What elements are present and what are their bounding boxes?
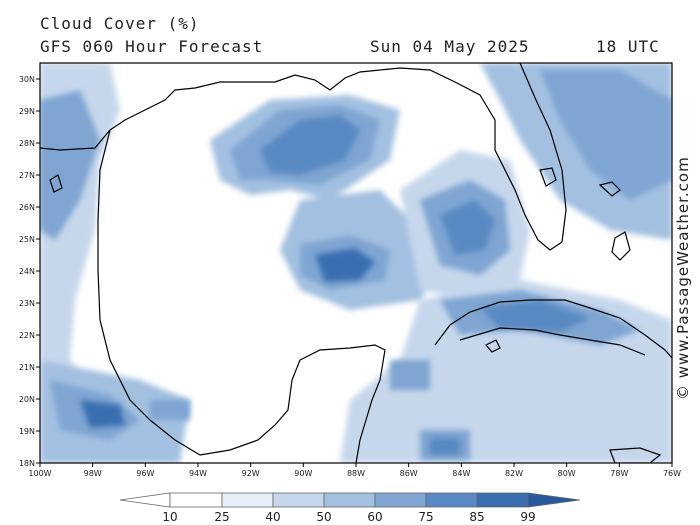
lat-tick-label: 22N	[19, 331, 35, 340]
colorbar-label: 25	[214, 510, 229, 524]
lon-tick-label: 78W	[610, 469, 628, 478]
lon-tick-label: 96W	[136, 469, 154, 478]
longitude-axis: 100W 98W 96W 94W 92W 90W 88W 86W 84W 82W 80W 78W 76W	[28, 463, 681, 478]
bahamas-3	[539, 167, 557, 187]
jamaica	[609, 447, 662, 463]
colorbar-left-arrow	[119, 492, 171, 508]
lat-tick-label: 19N	[19, 427, 35, 436]
lat-tick-label: 23N	[19, 299, 35, 308]
lon-tick-label: 84W	[452, 469, 470, 478]
credit-text: © www.PassageWeather.com	[674, 156, 692, 400]
colorbar: 10 25 40 50 60 75 85 99	[119, 492, 581, 524]
colorbar-segment-75-85	[425, 492, 478, 508]
latitude-axis: 30N 29N 28N 27N 26N 25N 24N 23N 22N 21N 20N 19N 18N	[19, 75, 40, 468]
cloud-field	[40, 63, 672, 463]
colorbar-segment-10-25	[169, 492, 223, 508]
colorbar-label: 75	[418, 510, 433, 524]
island-youth	[485, 339, 501, 353]
colorbar-segment-25-40	[221, 492, 274, 508]
lat-tick-label: 27N	[19, 171, 35, 180]
lat-tick-label: 25N	[19, 235, 35, 244]
lon-tick-label: 88W	[347, 469, 365, 478]
coastlines	[40, 63, 672, 463]
coastline-texas-lake	[49, 174, 63, 193]
lon-tick-label: 92W	[242, 469, 260, 478]
lat-tick-label: 29N	[19, 107, 35, 116]
forecast-label: GFS 060 Hour Forecast	[40, 37, 264, 56]
map-title: Cloud Cover (%)	[40, 14, 200, 33]
lon-tick-label: 94W	[189, 469, 207, 478]
lat-tick-label: 30N	[19, 75, 35, 84]
colorbar-label: 99	[520, 510, 535, 524]
bahamas-2	[611, 231, 631, 261]
lat-tick-label: 18N	[19, 459, 35, 468]
colorbar-right-arrow	[527, 492, 581, 508]
lat-tick-label: 21N	[19, 363, 35, 372]
forecast-date: Sun 04 May 2025	[370, 37, 530, 56]
lat-tick-label: 20N	[19, 395, 35, 404]
coastline-gulf	[40, 63, 567, 251]
colorbar-label: 85	[469, 510, 484, 524]
forecast-time: 18 UTC	[596, 37, 660, 56]
colorbar-label: 10	[162, 510, 177, 524]
coastline-mexico	[97, 129, 386, 463]
lon-tick-label: 80W	[558, 469, 576, 478]
lon-tick-label: 90W	[294, 469, 312, 478]
coastline-cuba	[434, 299, 672, 359]
colorbar-label: 50	[316, 510, 331, 524]
colorbar-segment-60-75	[374, 492, 427, 508]
lat-tick-label: 26N	[19, 203, 35, 212]
lon-tick-label: 98W	[84, 469, 102, 478]
lon-tick-label: 100W	[28, 469, 51, 478]
colorbar-segment-40-50	[272, 492, 325, 508]
coastline-cuba-south	[459, 327, 646, 356]
lat-tick-label: 28N	[19, 139, 35, 148]
colorbar-segment-50-60	[323, 492, 376, 508]
lat-tick-label: 24N	[19, 267, 35, 276]
lon-tick-label: 82W	[505, 469, 523, 478]
colorbar-segment-85-99	[476, 492, 529, 508]
colorbar-label: 60	[367, 510, 382, 524]
colorbar-label: 40	[265, 510, 280, 524]
bahamas-1	[598, 181, 621, 197]
lon-tick-label: 86W	[400, 469, 418, 478]
lon-tick-label: 76W	[663, 469, 681, 478]
